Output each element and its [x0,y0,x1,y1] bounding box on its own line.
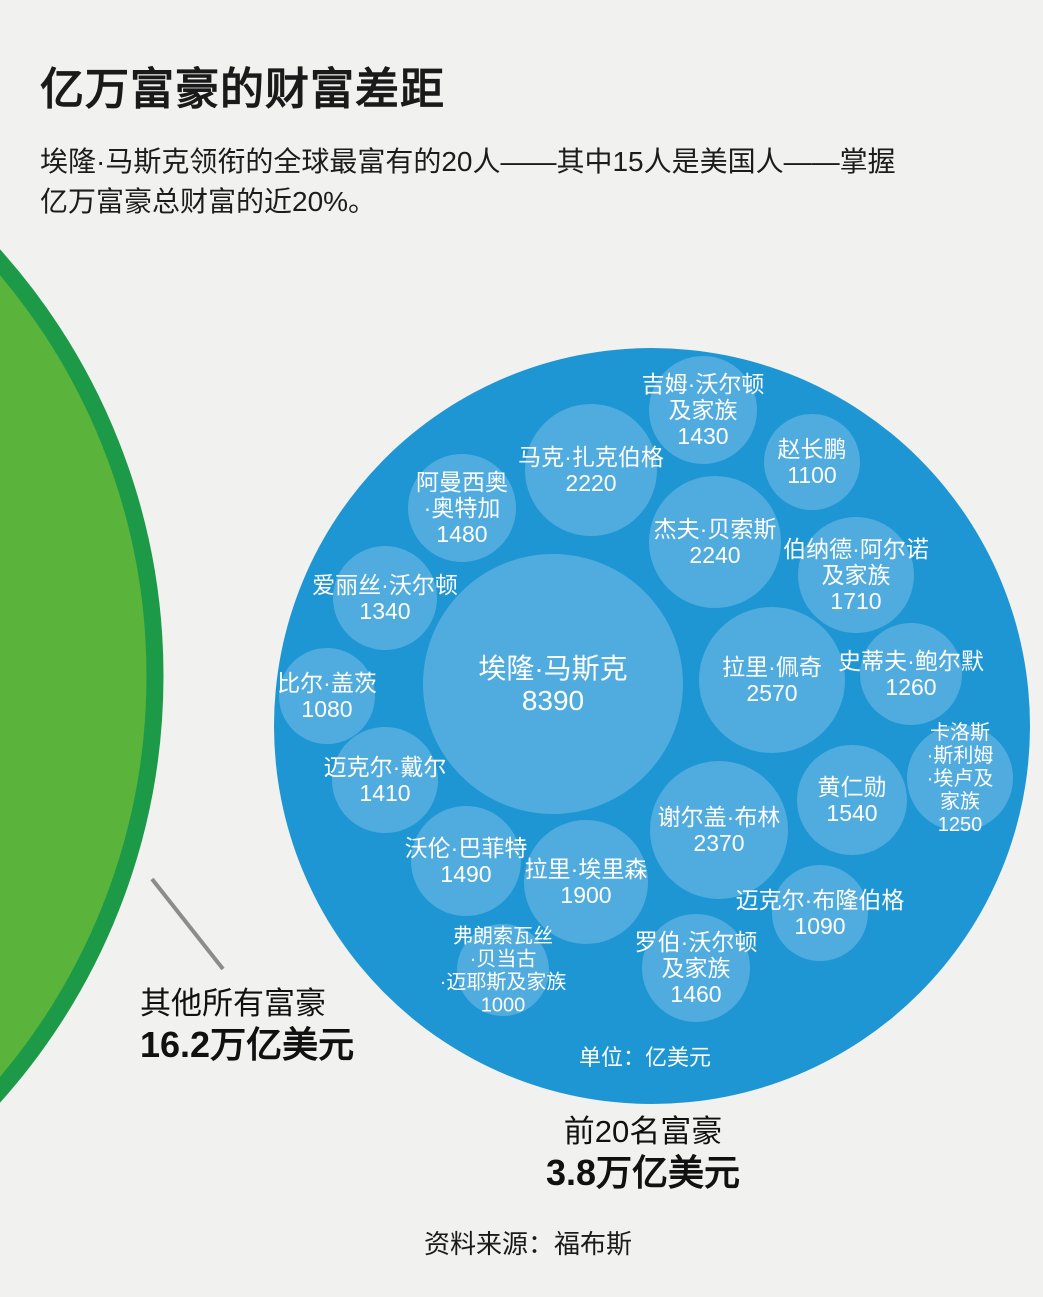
bubble-label: 吉姆·沃尔顿及家族 1430 [642,371,765,449]
bubble-circle [524,820,648,944]
bubble-circle [333,546,437,650]
wealth-bubble: 杰夫·贝索斯 2240 [649,476,781,608]
wealth-bubble: 罗伯·沃尔顿及家族 1460 [635,914,758,1022]
bubble-label: 赵长鹏 1100 [778,436,847,488]
source-attribution: 资料来源：福布斯 [424,1229,633,1259]
bubble-label: 迈克尔·布隆伯格 1090 [736,887,905,939]
wealth-bubble: 赵长鹏 1100 [764,414,860,510]
wealth-bubble: 吉姆·沃尔顿及家族 1430 [642,356,765,464]
bubble-label: 比尔·盖茨 1080 [277,670,377,722]
others-group-name: 其他所有富豪 [140,986,326,1021]
bubble-label: 迈克尔·戴尔 1410 [324,754,447,806]
bubble-circle [772,865,868,961]
wealth-bubble: 阿曼西奥·奥特加 1480 [408,454,516,562]
bubble-circle [332,727,438,833]
bubble-circle [642,914,750,1022]
bubble-label: 阿曼西奥·奥特加 1480 [416,469,508,547]
page-subtitle: 埃隆·马斯克领衔的全球最富有的20人——其中15人是美国人——掌握 亿万富豪总财… [40,142,896,222]
bubble-label: 卡洛斯·斯利姆·埃卢及家族 1250 [927,721,994,836]
page-title: 亿万富豪的财富差距 [40,65,445,114]
others-group-total: 16.2万亿美元 [140,1024,355,1065]
subtitle-line: 埃隆·马斯克领衔的全球最富有的20人——其中15人是美国人——掌握 [40,146,896,177]
wealth-bubble: 拉里·埃里森 1900 [524,820,648,944]
wealth-bubble: 马克·扎克伯格 2220 [518,404,664,536]
bubble-circle [699,607,845,753]
bubble-label: 拉里·佩奇 2570 [722,654,822,706]
top20-group-total: 3.8万亿美元 [545,1152,741,1193]
wealth-bubble: 沃伦·巴菲特 1490 [405,806,528,916]
wealth-bubble: 伯纳德·阿尔诺及家族 1710 [783,517,929,633]
bubble-label: 黄仁勋 1540 [818,774,887,826]
others-group-label: 其他所有富豪 16.2万亿美元 [140,984,354,1066]
bubble-label: 埃隆·马斯克 8390 [478,653,627,716]
bubble-circle [457,924,549,1016]
bubble-circle [907,725,1013,831]
others-wealth-circle [0,249,164,1103]
bubble-label: 爱丽丝·沃尔顿 1340 [312,572,458,624]
bubble-circle [798,517,914,633]
wealth-bubble: 史蒂夫·鲍尔默 1260 [838,623,984,725]
wealth-bubble: 迈克尔·布隆伯格 1090 [736,865,905,961]
bubble-layer: 埃隆·马斯克 8390 拉里·佩奇 2570 谢尔盖·布林 2370 杰夫·贝索斯 2240 马… [277,356,1013,1022]
bubble-circle [649,356,757,464]
bubble-label: 伯纳德·阿尔诺及家族 1710 [783,536,929,614]
bubble-circle [860,623,962,725]
wealth-bubble: 弗朗索瓦丝·贝当古·迈耶斯及家族 1000 [440,924,567,1017]
bubble-circle [279,648,375,744]
bubble-label: 马克·扎克伯格 2220 [518,444,664,496]
wealth-bubble: 拉里·佩奇 2570 [699,607,845,753]
bubble-label: 史蒂夫·鲍尔默 1260 [838,648,984,700]
wealth-bubble: 爱丽丝·沃尔顿 1340 [312,546,458,650]
bubble-circle [649,476,781,608]
bubble-label: 拉里·埃里森 1900 [525,856,648,908]
bubble-label: 杰夫·贝索斯 2240 [654,516,777,568]
bubble-circle [650,761,788,899]
wealth-bubble: 埃隆·马斯克 8390 [423,554,683,814]
bubble-label: 罗伯·沃尔顿及家族 1460 [635,929,758,1007]
bubble-label: 沃伦·巴菲特 1490 [405,835,528,887]
bubble-circle [411,806,521,916]
wealth-bubble: 比尔·盖茨 1080 [277,648,377,744]
top20-group-name: 前20名富豪 [563,1114,723,1149]
bubble-circle [408,454,516,562]
wealth-bubble: 黄仁勋 1540 [797,745,907,855]
wealth-bubble: 迈克尔·戴尔 1410 [324,727,447,833]
bubble-circle [423,554,683,814]
bubble-label: 谢尔盖·布林 2370 [658,804,781,856]
unit-label: 单位：亿美元 [579,1045,711,1070]
bubble-label: 弗朗索瓦丝·贝当古·迈耶斯及家族 1000 [440,925,567,1017]
wealth-bubble: 卡洛斯·斯利姆·埃卢及家族 1250 [907,721,1013,836]
bubble-circle [764,414,860,510]
subtitle-line: 亿万富豪总财富的近20%。 [40,186,377,217]
others-pointer-line [150,877,225,971]
bubble-circle [797,745,907,855]
wealth-bubble: 谢尔盖·布林 2370 [650,761,788,899]
top20-group-label: 前20名富豪 3.8万亿美元 [418,1112,868,1194]
bubble-circle [525,404,657,536]
